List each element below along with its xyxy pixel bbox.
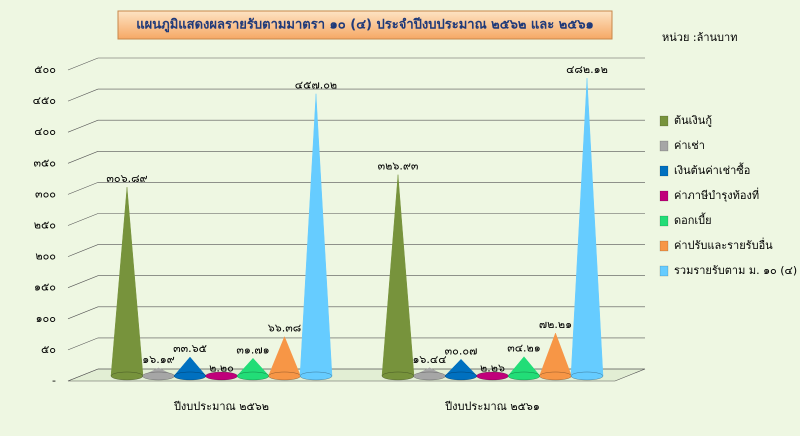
data-label: ๒.๒๖ <box>480 362 505 375</box>
data-label: ๓๐๖.๘๙ <box>106 172 147 185</box>
cone-base <box>570 371 604 381</box>
data-label: ๖๖.๓๘ <box>268 322 301 335</box>
cone-base <box>236 371 270 381</box>
y-tick-label: ๔๕๐ <box>33 94 56 107</box>
data-label: ๗๒.๒๑ <box>539 318 572 331</box>
cone-base <box>413 371 446 381</box>
data-label: ๓๐.๐๗ <box>445 344 478 357</box>
legend-swatch <box>659 190 669 202</box>
cone-base <box>539 371 572 381</box>
cone-base <box>142 371 175 381</box>
legend-swatch <box>659 115 669 127</box>
title-box <box>117 10 613 40</box>
cone-base <box>110 371 144 381</box>
y-tick-label: ๓๐๐ <box>35 187 56 200</box>
y-tick-label: - <box>52 374 56 387</box>
legend-swatch <box>659 215 669 227</box>
y-tick-label: ๒๐๐ <box>35 250 56 263</box>
data-label: ๒.๒๐ <box>209 362 234 375</box>
data-label: ๓๔.๒๑ <box>507 342 541 355</box>
y-tick-label: ๕๐๐ <box>34 63 56 76</box>
data-label: ๓๓.๖๕ <box>173 342 207 355</box>
grid-line <box>67 275 645 288</box>
data-label: ๑๖.๑๙ <box>142 353 175 366</box>
data-label: ๔๕๗.๐๒ <box>295 79 337 92</box>
cone-base <box>444 371 478 381</box>
grid-line <box>67 151 645 164</box>
y-tick-label: ๑๕๐ <box>34 281 56 294</box>
legend-label: เงินต้นค่าเช่าซื้อ <box>674 162 750 177</box>
legend-label: ดอกเบี้ย <box>674 212 712 227</box>
grid-line <box>67 306 645 320</box>
legend-swatch <box>659 165 669 177</box>
legend-label: รวมรายรับตาม ม. ๑๐ (๔) <box>674 264 797 277</box>
y-tick-label: ๔๐๐ <box>34 125 56 138</box>
y-tick-label: ๕๐ <box>41 343 56 356</box>
y-tick-label: ๓๕๐ <box>33 156 56 169</box>
data-label: ๑๖.๔๔ <box>412 353 446 366</box>
data-label: ๔๘๒.๑๒ <box>566 63 608 76</box>
legend-label: ค่าเช่า <box>674 139 705 152</box>
x-tick-label: ปีงบประมาณ ๒๕๖๒ <box>173 400 269 413</box>
legend-swatch <box>659 240 669 252</box>
y-tick-label: ๑๐๐ <box>36 312 56 325</box>
cone-base <box>299 371 333 381</box>
cone-base <box>268 371 301 381</box>
legend-label: ต้นเงินกู้ <box>674 114 712 127</box>
grid-line <box>67 57 645 71</box>
data-label: ๓๒๖.๙๓ <box>378 160 419 173</box>
legend-label: ค่าปรับและรายรับอื่น <box>674 237 773 252</box>
x-tick-label: ปีงบประมาณ ๒๕๖๑ <box>444 400 540 413</box>
chart-title: แผนภูมิแสดงผลรายรับตามมาตรา ๑๐ (๔) ประจำ… <box>136 17 593 33</box>
grid-line <box>67 213 645 226</box>
legend-swatch <box>659 140 669 152</box>
data-label: ๓๑.๗๑ <box>236 343 269 356</box>
cone-base <box>381 371 415 381</box>
grid-line <box>67 119 645 133</box>
legend-swatch <box>659 265 669 277</box>
cone-base <box>173 371 207 381</box>
cone-base <box>507 371 541 381</box>
y-tick-label: ๒๕๐ <box>34 219 56 232</box>
grid-line <box>67 337 645 351</box>
grid-line <box>67 182 645 195</box>
grid-line <box>67 244 645 257</box>
grid-line <box>67 88 645 102</box>
legend-label: ค่าภาษีบำรุงท้องที่ <box>674 187 759 202</box>
unit-label: หน่วย :ล้านบาท <box>662 31 737 44</box>
